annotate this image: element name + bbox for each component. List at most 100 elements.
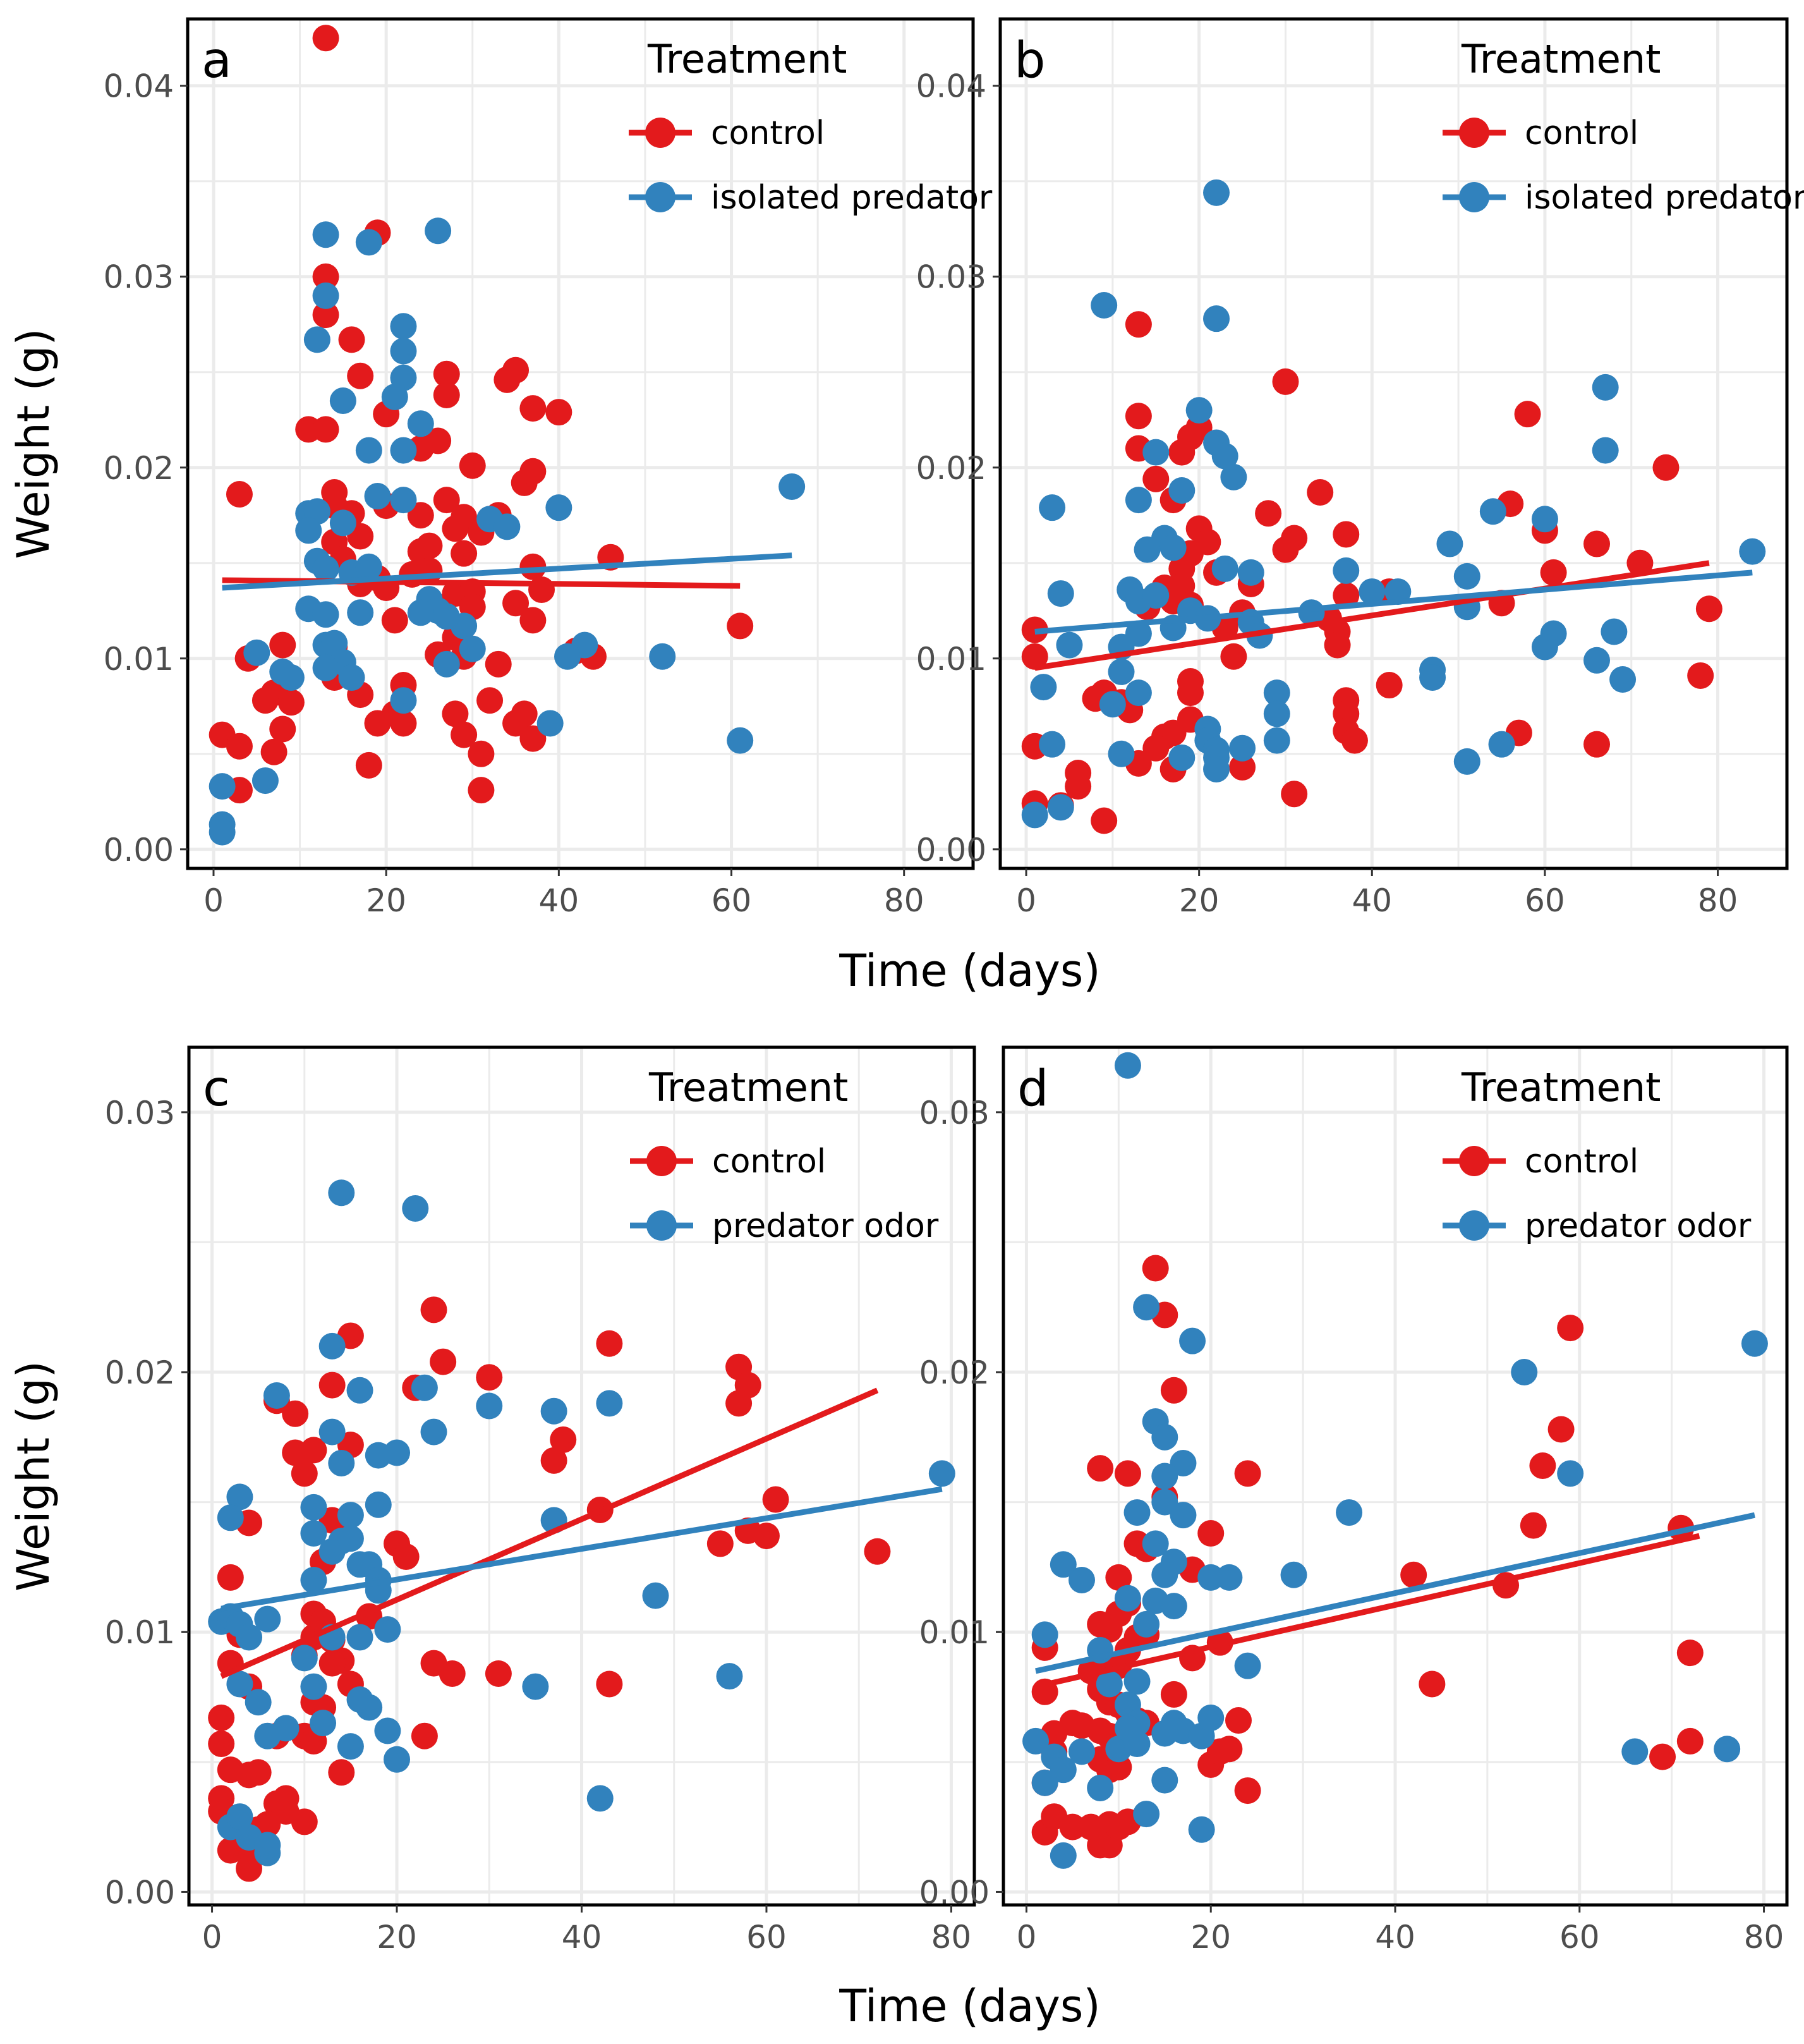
data-point [522,1673,549,1700]
x-tick-label: 20 [366,882,406,919]
data-point [1087,1455,1114,1482]
data-point [1234,1777,1261,1804]
data-point [329,509,356,537]
data-point [1453,748,1480,775]
data-point [254,1605,281,1633]
data-point [1160,1681,1187,1708]
legend-key-point [1459,1210,1489,1241]
data-point [416,532,443,559]
legend-key-point [646,1210,677,1241]
data-point [282,1400,309,1427]
data-point [1626,549,1654,576]
data-point [1177,679,1204,707]
data-point [346,1624,373,1651]
data-point [1091,807,1118,834]
data-point [1540,559,1567,586]
data-point [245,1759,272,1786]
data-point [1695,595,1722,623]
data-point [1220,643,1247,670]
data-point [236,1624,263,1651]
data-point [312,282,339,309]
data-point [1151,1720,1178,1747]
data-point [1123,1668,1151,1695]
data-point [291,1645,318,1672]
data-point [1114,1585,1141,1612]
data-point [312,654,339,681]
data-point [864,1538,891,1565]
data-point [433,360,460,387]
data-point [407,410,434,437]
data-point [519,607,547,634]
data-point [226,1483,253,1511]
data-point [312,263,339,290]
data-point [502,356,530,384]
data-point [1170,1449,1197,1476]
data-point [312,416,339,443]
legend-key-point [1459,118,1489,148]
legend-entry: predator odor [712,1207,939,1245]
x-tick-label: 20 [1190,1919,1231,1956]
data-point [243,639,270,666]
data-point [519,725,547,752]
data-point [1142,1530,1169,1557]
data-point [1229,734,1256,762]
data-point [642,1582,669,1609]
data-point [300,1519,327,1547]
data-point [1125,487,1152,514]
data-point [208,1731,235,1758]
data-point [502,590,530,617]
fit-line-isolated-predator [222,552,792,591]
data-point [439,1660,466,1688]
data-point [1197,1704,1225,1731]
x-axis-title: Time (days) [838,1980,1100,2032]
data-point [312,601,339,628]
data-point [355,229,382,256]
data-point [451,721,478,748]
data-point [1583,647,1611,674]
y-tick-label: 0.03 [916,259,986,296]
data-point [727,727,754,754]
data-point [519,458,547,485]
data-point [300,1493,327,1521]
x-tick-label: 80 [884,882,924,919]
y-tick-label: 0.00 [916,832,986,868]
data-point [540,1397,567,1425]
data-point [545,494,572,521]
data-point [384,1439,411,1466]
data-point [338,326,365,353]
data-point [1333,582,1360,609]
data-point [1197,1564,1225,1591]
data-point [1151,1463,1178,1490]
y-tick-label: 0.03 [105,1095,175,1131]
x-tick-label: 40 [1352,882,1392,919]
data-point [1068,1738,1095,1765]
y-tick-label: 0.02 [916,450,986,487]
data-point [1203,755,1230,782]
data-point [1557,1460,1584,1487]
data-point [1114,1460,1141,1487]
data-point [1151,1423,1178,1451]
data-point [1359,578,1386,605]
data-point [217,1504,244,1531]
data-point [355,437,382,464]
data-point [485,1660,512,1688]
data-point [554,643,581,670]
legend-entry: control [712,1143,826,1181]
data-point [407,599,434,626]
data-point [1114,1052,1141,1079]
data-point [303,326,330,353]
x-tick-label: 0 [1017,1919,1037,1956]
data-point [536,710,564,737]
data-point [318,1332,346,1360]
data-point [384,1746,411,1773]
data-point [1263,727,1290,754]
data-point [1255,500,1282,527]
data-point [226,481,253,508]
data-point [328,1759,355,1786]
legend-entry: isolated predator [711,179,993,217]
series-predator-odor [1022,1052,1768,1869]
data-point [540,1447,567,1474]
data-point [208,1704,235,1731]
series-isolated-predator [1021,179,1766,829]
data-point [1065,773,1092,800]
